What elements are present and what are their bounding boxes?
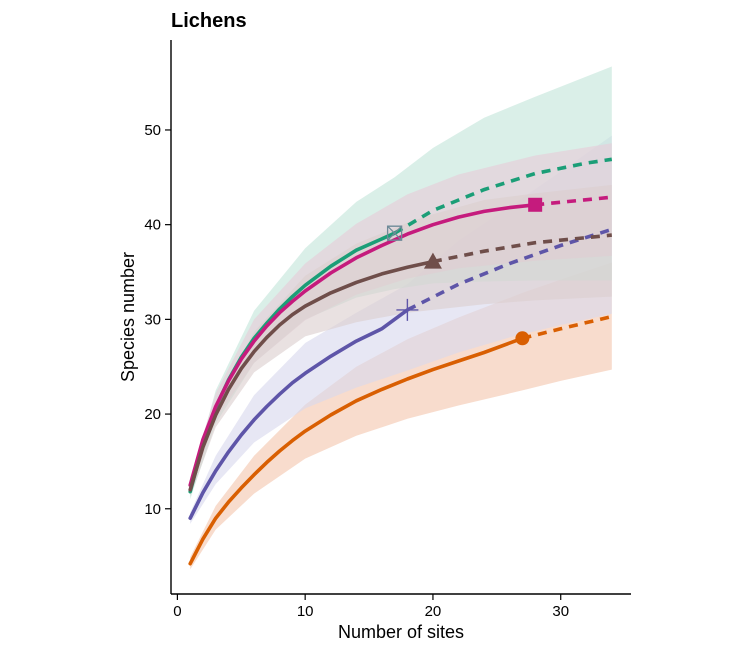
x-axis-label: Number of sites — [338, 622, 464, 642]
x-ticks: 0 10 20 30 — [173, 594, 569, 620]
marker-plus-1 — [396, 298, 419, 321]
y-tick-label: 30 — [144, 311, 161, 328]
observed-line-4 — [188, 259, 435, 492]
extrapolated-line-0 — [521, 314, 613, 341]
chart-title: Lichens — [171, 10, 247, 32]
observed-line-1 — [188, 308, 410, 520]
marker-square-cross-2 — [386, 225, 403, 241]
axes — [170, 40, 631, 595]
confidence-band-4 — [190, 184, 612, 497]
x-tick-label: 10 — [297, 603, 314, 620]
y-axis-label: Species number — [118, 252, 138, 382]
marker-square-3 — [528, 197, 543, 212]
y-tick-label: 50 — [144, 122, 161, 139]
observed-line-0 — [188, 336, 525, 566]
x-tick-label: 20 — [425, 603, 442, 620]
x-tick-label: 30 — [552, 603, 569, 620]
extrapolated-line-3 — [535, 195, 612, 207]
series-markers — [386, 197, 543, 346]
marker-triangle-4 — [423, 252, 442, 269]
observed-line-3 — [188, 203, 537, 487]
confidence-bands — [190, 66, 612, 570]
extrapolated-line-2 — [393, 157, 613, 235]
y-tick-label: 10 — [144, 501, 161, 518]
y-ticks: 10 20 30 40 50 — [144, 122, 171, 518]
y-tick-label: 40 — [144, 217, 161, 234]
confidence-band-0 — [190, 262, 612, 570]
x-tick-label: 0 — [173, 603, 181, 620]
series-lines — [188, 157, 613, 566]
y-tick-label: 20 — [144, 406, 161, 423]
marker-circle-0 — [515, 331, 530, 346]
